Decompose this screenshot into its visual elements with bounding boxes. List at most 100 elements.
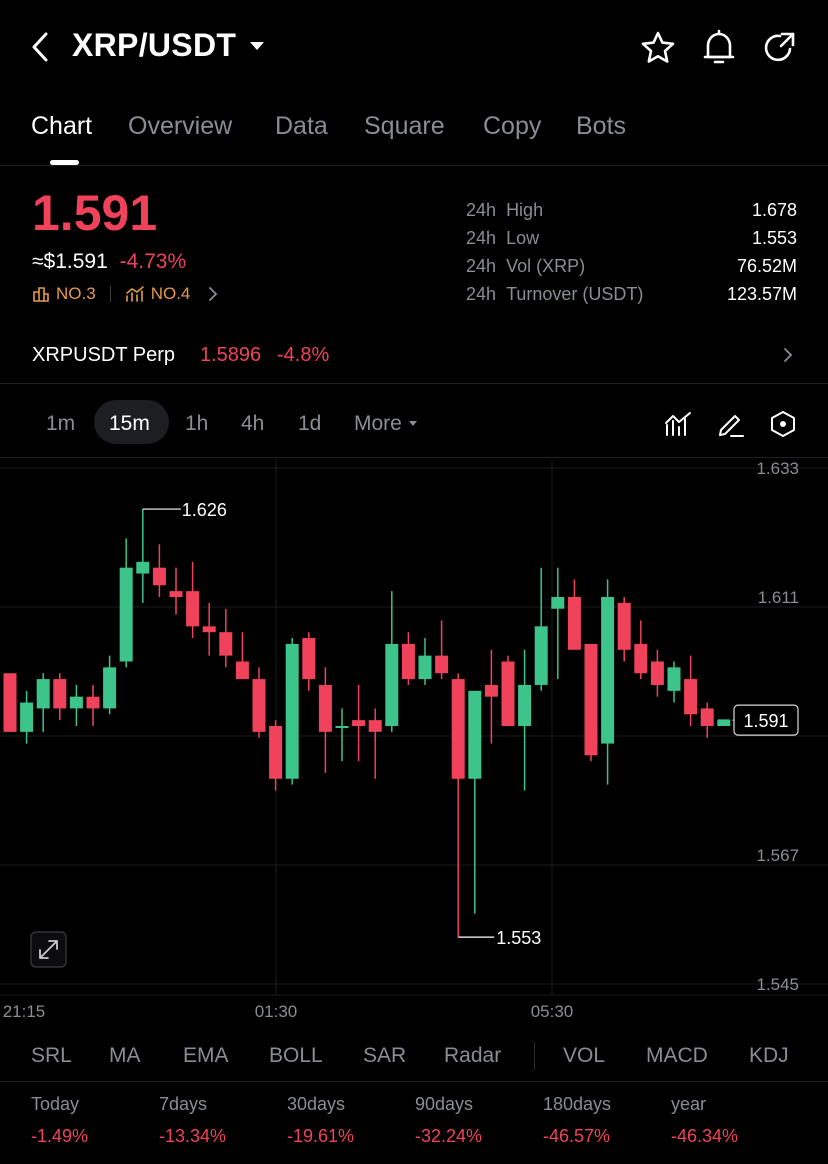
high-marker-label: 1.626	[182, 500, 227, 520]
stat-period: 24h	[466, 200, 497, 220]
last-price: 1.591	[32, 185, 158, 241]
perp-change: -4.8%	[277, 344, 330, 366]
market-cap-rank-icon	[32, 285, 50, 303]
perp-name: XRPUSDT Perp	[32, 344, 176, 366]
indicator-sar[interactable]: SAR	[363, 1044, 407, 1067]
timeframe-4h[interactable]: 4h	[241, 412, 265, 435]
current-price-box	[733, 704, 799, 736]
candle-body	[700, 708, 714, 726]
perf-label-7days: 7days	[159, 1094, 208, 1114]
stat-turnover-label: 24h Turnover (USDT)	[466, 284, 643, 305]
volume-rank-icon	[125, 285, 145, 303]
stat-high-value: 1.678	[751, 200, 797, 220]
perf-value-today: -1.49%	[31, 1126, 89, 1146]
candle-body	[302, 638, 316, 680]
candle-body	[53, 679, 67, 709]
perf-label-year: year	[671, 1094, 707, 1114]
perp-row[interactable]: XRPUSDT Perp 1.5896 -4.8%	[0, 330, 828, 384]
stats-panel: 24h High 1.678 24h Low 1.553 24h Vol (XR…	[0, 198, 828, 308]
candle-body	[501, 661, 515, 726]
bell-icon[interactable]	[702, 29, 736, 67]
candle-body	[451, 679, 465, 779]
caret-down-icon	[408, 420, 418, 428]
perf-value-90days: -32.24%	[415, 1126, 483, 1146]
tab-bar: Chart Overview Data Square Copy Bots	[0, 108, 828, 166]
perf-label-today: Today	[31, 1094, 80, 1114]
indicator-ema[interactable]: EMA	[183, 1044, 229, 1067]
indicator-chart-icon[interactable]	[664, 411, 692, 437]
current-price-label: 1.591	[743, 711, 788, 731]
timeframe-more[interactable]: More	[354, 412, 418, 436]
tab-square[interactable]: Square	[364, 112, 445, 140]
low-marker-label: 1.553	[496, 928, 541, 948]
stat-period: 24h	[466, 228, 497, 248]
stat-high-label: 24h High	[466, 200, 543, 221]
stat-label: Low	[506, 228, 540, 248]
chart-canvas[interactable]: 1.626 1.553 1.591 1.633 1.611 1.567 1.545 21:15…	[0, 459, 828, 1029]
settings-hexagon-icon[interactable]	[769, 410, 797, 438]
pair-title[interactable]: XRP/USDT	[72, 27, 237, 63]
perf-label-90days: 90days	[415, 1094, 474, 1114]
perf-value-30days: -19.61%	[287, 1126, 355, 1146]
expand-icon	[39, 940, 58, 959]
share-icon[interactable]	[762, 30, 798, 66]
usd-price: ≈$1.591	[32, 250, 108, 273]
candle-body	[368, 720, 382, 732]
candle-body	[269, 726, 283, 779]
candle-body	[235, 661, 249, 680]
tab-data[interactable]: Data	[275, 112, 328, 140]
y-axis-label: 1.633	[756, 459, 799, 478]
candle-body	[335, 726, 349, 728]
perp-price: 1.5896	[200, 344, 262, 366]
perf-value-180days: -46.57%	[543, 1126, 611, 1146]
timeframe-1m[interactable]: 1m	[46, 412, 76, 435]
rank-volume: NO.4	[150, 284, 191, 303]
indicator-kdj[interactable]: KDJ	[749, 1044, 789, 1067]
perf-label-30days: 30days	[287, 1094, 346, 1114]
tab-overview[interactable]: Overview	[128, 112, 233, 140]
rank-market-cap: NO.3	[56, 284, 96, 303]
candle-body	[667, 667, 681, 691]
chevron-right-icon	[783, 347, 793, 363]
stat-low-label: 24h Low	[466, 228, 539, 249]
stat-low-value: 1.553	[751, 228, 797, 248]
indicator-srl[interactable]: SRL	[31, 1044, 72, 1067]
candle-body	[684, 679, 698, 715]
indicator-vol[interactable]: VOL	[563, 1044, 606, 1067]
perf-value-year: -46.34%	[671, 1126, 739, 1146]
candle-body	[69, 696, 83, 709]
candle-body	[169, 591, 183, 597]
candle-body	[103, 667, 117, 709]
tab-copy[interactable]: Copy	[483, 112, 542, 140]
timeframe-1d[interactable]: 1d	[298, 412, 322, 435]
stat-vol-value: 76.52M	[736, 256, 797, 276]
indicator-boll[interactable]: BOLL	[269, 1044, 323, 1067]
y-axis-label: 1.567	[756, 846, 799, 865]
back-icon[interactable]	[26, 30, 54, 64]
star-icon[interactable]	[640, 30, 676, 66]
candle-body	[186, 591, 200, 627]
candle-body	[418, 655, 432, 680]
draw-pen-icon[interactable]	[717, 410, 745, 438]
candle-body	[152, 567, 166, 586]
candle-body	[219, 632, 233, 656]
tab-bots[interactable]: Bots	[576, 112, 627, 140]
indicator-divider	[534, 1042, 535, 1070]
candle-body	[650, 661, 664, 685]
rank-divider	[109, 286, 111, 302]
candle-body	[435, 655, 449, 674]
timeframe-1h[interactable]: 1h	[185, 412, 209, 435]
perf-label-180days: 180days	[543, 1094, 612, 1114]
candlestick-chart[interactable]: 1.626 1.553 1.591 1.633 1.611 1.567 1.545 21:15…	[0, 459, 828, 1029]
rank-row[interactable]: NO.3 NO.4	[32, 284, 218, 304]
stat-period: 24h	[466, 256, 497, 276]
indicator-macd[interactable]: MACD	[646, 1044, 708, 1067]
x-axis-label: 01:30	[255, 1002, 298, 1021]
indicator-ma[interactable]: MA	[109, 1044, 141, 1067]
timeframe-15m[interactable]: 15m	[109, 412, 150, 435]
candle-body	[468, 690, 482, 779]
indicator-radar[interactable]: Radar	[444, 1044, 502, 1067]
dropdown-icon[interactable]	[248, 40, 266, 52]
tab-chart[interactable]: Chart	[31, 112, 93, 140]
perf-value-7days: -13.34%	[159, 1126, 227, 1146]
